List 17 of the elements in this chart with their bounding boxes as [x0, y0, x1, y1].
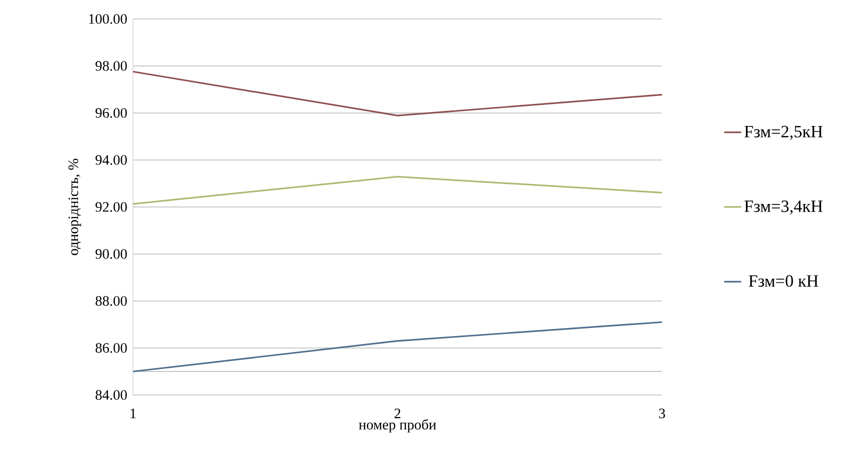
x-tick-label: 2 [394, 408, 400, 418]
y-tick-label: 100.00 [89, 14, 127, 24]
x-tick-label: 3 [659, 408, 666, 418]
y-tick-label: 98.00 [96, 61, 127, 71]
y-tick-label: 88.00 [96, 296, 127, 306]
y-axis-title: однорідність, % [68, 158, 82, 256]
x-tick-label: 1 [130, 408, 136, 418]
y-tick-label: 90.00 [96, 249, 127, 259]
y-tick-label: 94.00 [96, 155, 127, 165]
y-tick-label: 92.00 [96, 202, 127, 212]
legend-label: Fзм=0 кН [748, 275, 818, 287]
legend-label: Fзм=3,4кН [744, 200, 823, 215]
y-tick-label: 86.00 [96, 343, 127, 353]
y-tick-label: 96.00 [96, 108, 127, 118]
y-tick-label: 84.00 [96, 390, 127, 400]
x-axis-title: номер проби [358, 419, 436, 432]
legend-label: Fзм=2,5кН [744, 126, 823, 140]
